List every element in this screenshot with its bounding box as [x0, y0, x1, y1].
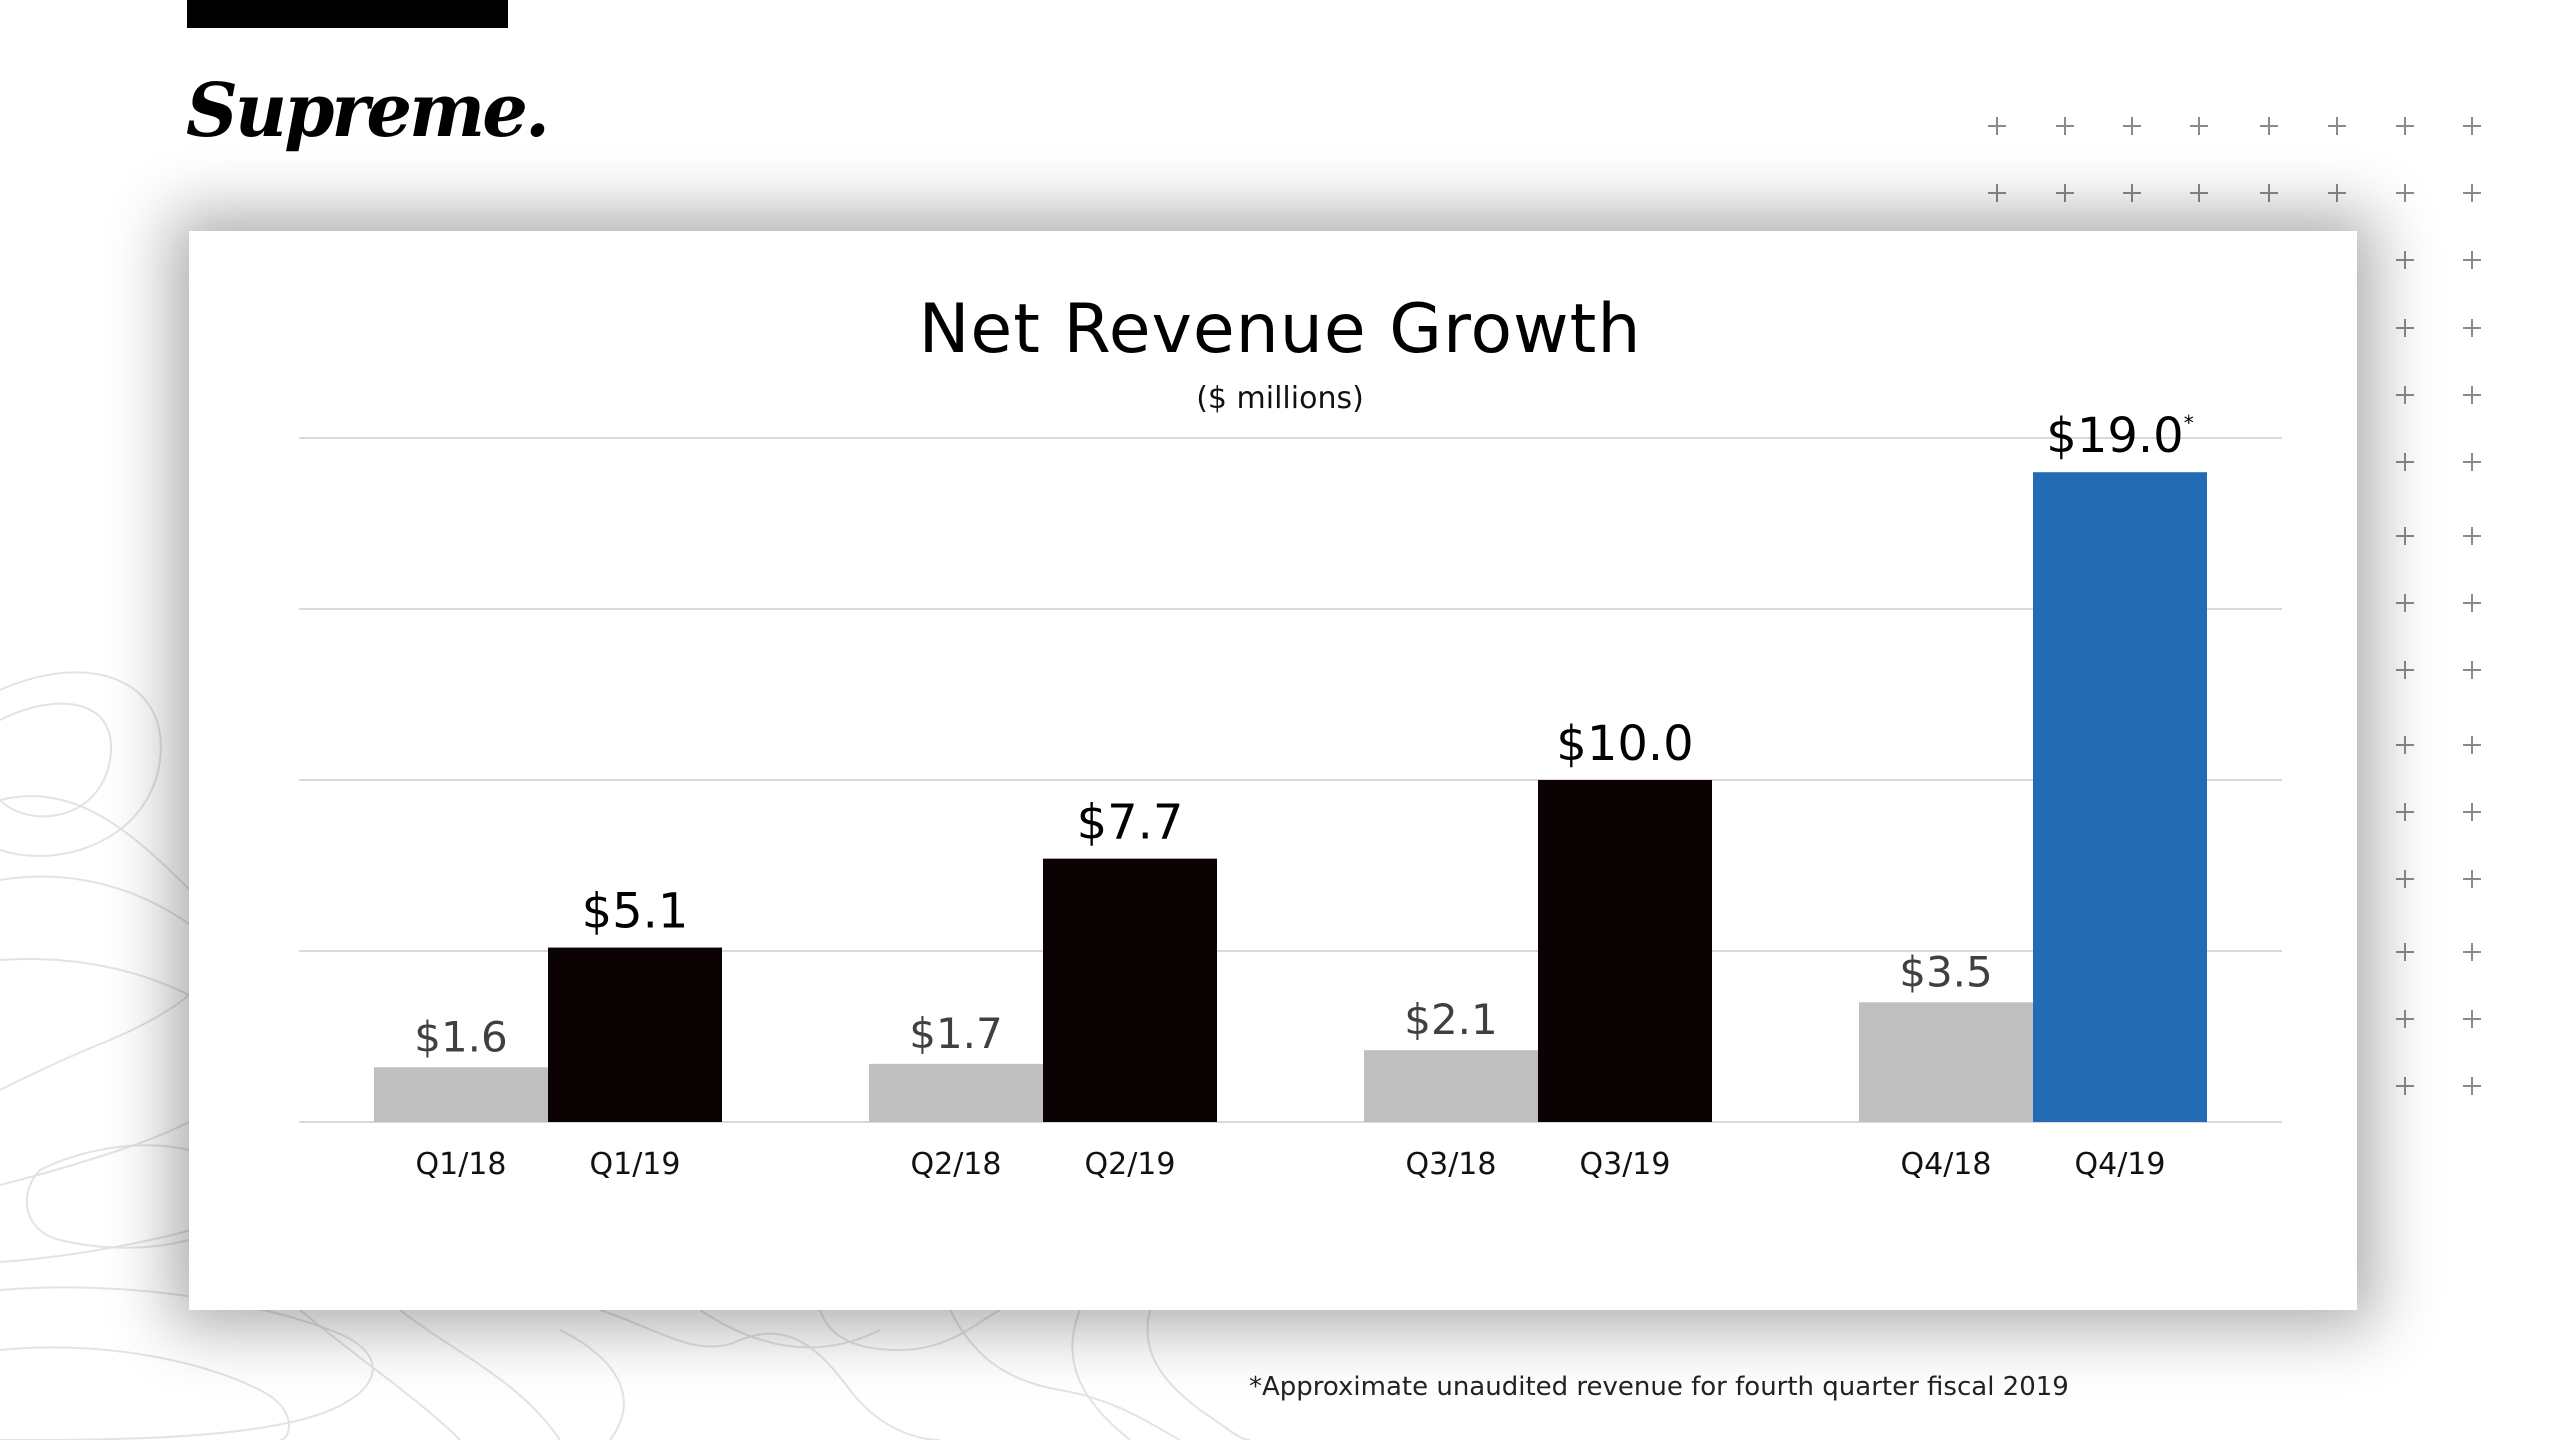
plus-icon	[1988, 117, 2006, 135]
contour-line	[559, 1329, 625, 1440]
plus-icon	[2463, 1077, 2481, 1095]
data-label-q2-18: $1.7	[909, 1009, 1003, 1058]
plus-icon	[2396, 943, 2414, 961]
plus-icon	[2396, 1077, 2414, 1095]
bar-q4-18	[1859, 1002, 2033, 1122]
plus-icon	[2396, 870, 2414, 888]
plus-icon	[2396, 803, 2414, 821]
plus-icon	[2463, 661, 2481, 679]
plus-icon	[2190, 184, 2208, 202]
bar-q3-18	[1364, 1050, 1538, 1122]
plus-icon	[2463, 117, 2481, 135]
contour-line	[0, 1286, 374, 1440]
contour-line	[299, 1309, 461, 1440]
chart-title: Net Revenue Growth	[918, 290, 1642, 369]
data-label-q2-19: $7.7	[1077, 795, 1184, 851]
plus-icon	[2123, 117, 2141, 135]
plus-icon	[2260, 117, 2278, 135]
bar-q2-18	[869, 1063, 1043, 1122]
plus-icon	[2463, 453, 2481, 471]
plus-icon	[2463, 184, 2481, 202]
contour-line	[0, 1346, 290, 1440]
plus-icon	[2396, 184, 2414, 202]
contour-line	[949, 1309, 1181, 1440]
plus-icon	[2463, 1010, 2481, 1028]
plus-icon	[2123, 184, 2141, 202]
data-label-q3-18: $2.1	[1404, 995, 1498, 1044]
plus-icon	[2056, 184, 2074, 202]
chart-subtitle: ($ millions)	[1196, 381, 1364, 416]
plus-icon	[2463, 386, 2481, 404]
bar-q1-19	[548, 947, 722, 1122]
plus-icon	[2190, 117, 2208, 135]
x-tick-label: Q1/18	[416, 1147, 507, 1182]
x-tick-label: Q1/19	[590, 1147, 681, 1182]
x-tick-label: Q2/18	[911, 1147, 1002, 1182]
data-label-q1-19: $5.1	[582, 884, 689, 940]
plus-icon	[2396, 1010, 2414, 1028]
plus-icon	[2056, 117, 2074, 135]
plus-icon	[2396, 736, 2414, 754]
plus-icon	[2396, 527, 2414, 545]
plus-icon	[2463, 251, 2481, 269]
plus-icon	[2396, 386, 2414, 404]
footnote: *Approximate unaudited revenue for fourt…	[1249, 1372, 2069, 1402]
plus-icon	[2463, 527, 2481, 545]
plus-icon	[2396, 251, 2414, 269]
x-tick-label: Q4/18	[1901, 1147, 1992, 1182]
plus-icon	[2396, 661, 2414, 679]
contour-line	[0, 671, 162, 857]
contour-line	[599, 1309, 941, 1440]
plus-icon	[2463, 943, 2481, 961]
bar-q3-19	[1538, 780, 1712, 1122]
contour-line	[699, 1309, 881, 1349]
contour-line	[0, 702, 113, 818]
plus-icon	[2463, 736, 2481, 754]
plus-icon	[2328, 184, 2346, 202]
x-tick-label: Q3/19	[1580, 1147, 1671, 1182]
contour-line	[819, 1309, 1001, 1352]
plus-icon	[2328, 117, 2346, 135]
chart-card	[189, 231, 2357, 1310]
plus-icon	[2463, 594, 2481, 612]
x-tick-label: Q2/19	[1085, 1147, 1176, 1182]
data-label-q3-19: $10.0	[1556, 716, 1693, 772]
header-accent-bar	[187, 0, 508, 28]
data-label-q4-18: $3.5	[1899, 947, 1993, 996]
plus-icon	[2463, 319, 2481, 337]
bar-q2-19	[1043, 858, 1217, 1122]
plus-icon	[2396, 453, 2414, 471]
plus-icon	[2463, 803, 2481, 821]
plus-icon	[2396, 319, 2414, 337]
bar-q4-19	[2033, 472, 2207, 1122]
footnote-marker: *	[2184, 411, 2194, 435]
plus-icon	[2463, 870, 2481, 888]
plus-icon	[1988, 184, 2006, 202]
plus-icon	[2396, 117, 2414, 135]
x-tick-label: Q4/19	[2075, 1147, 2166, 1182]
contour-line	[399, 1309, 561, 1440]
bar-q1-18	[374, 1067, 548, 1122]
contour-line	[1146, 1309, 1251, 1440]
contour-line	[1071, 1309, 1131, 1440]
data-label-q4-19: $19.0*	[2046, 408, 2193, 464]
company-logo: Supreme.	[186, 68, 550, 154]
plus-icon	[2396, 594, 2414, 612]
plus-icon	[2260, 184, 2278, 202]
data-label-q1-18: $1.6	[414, 1012, 508, 1061]
x-tick-label: Q3/18	[1406, 1147, 1497, 1182]
